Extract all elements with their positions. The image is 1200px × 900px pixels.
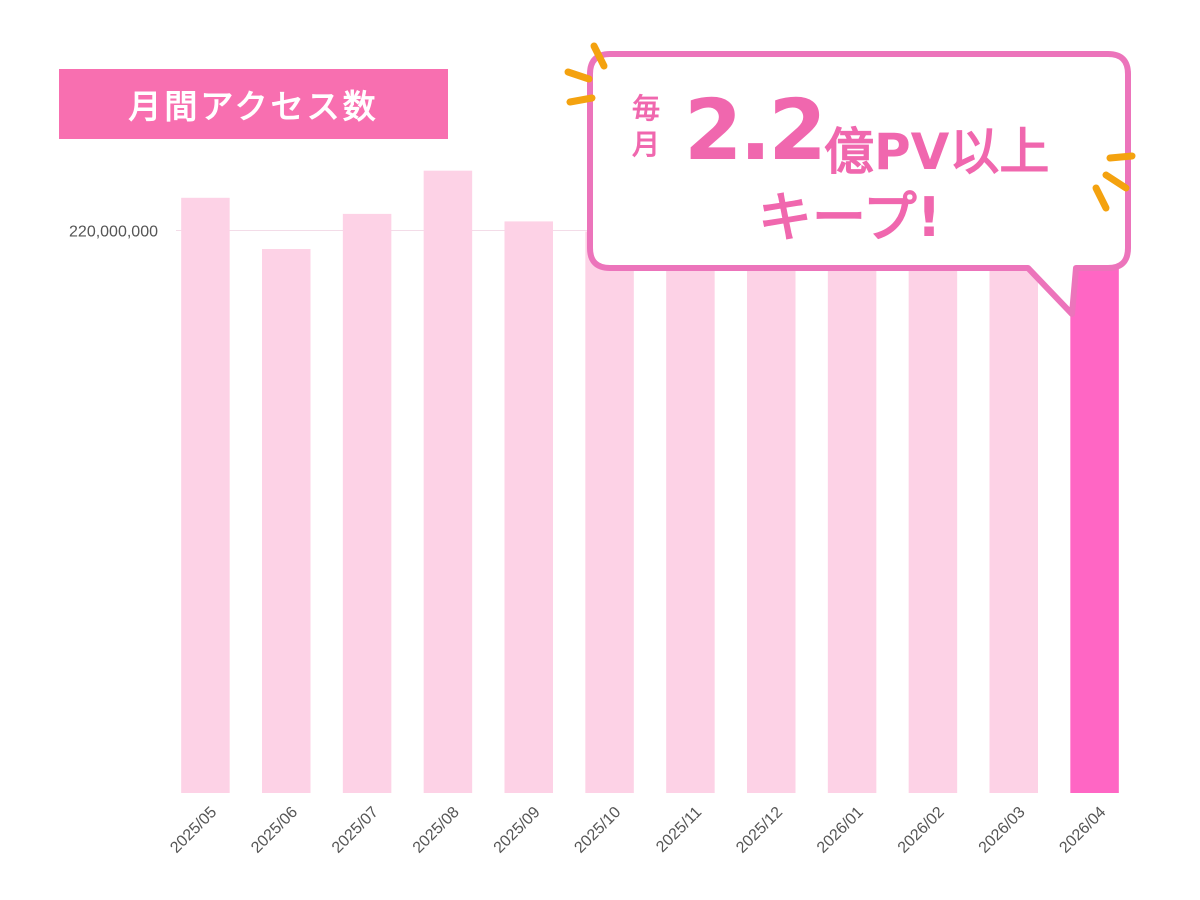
- callout-unit: 億PV以上: [824, 123, 1050, 181]
- callout-number: 2.2: [684, 81, 827, 179]
- bar-2025-09: [504, 221, 553, 793]
- spark-icon-right: [1092, 152, 1136, 212]
- bar-2026-04: [1070, 230, 1119, 794]
- spark-icon-left: [564, 42, 608, 106]
- bar-2025-05: [181, 197, 230, 793]
- bar-2025-11: [666, 235, 715, 793]
- chart-title: 月間アクセス数: [59, 69, 448, 139]
- bar-2025-08: [423, 170, 473, 794]
- bar-2025-07: [342, 213, 392, 794]
- callout-keep: キープ!: [758, 186, 942, 249]
- bar-2026-01: [827, 195, 877, 793]
- bar-2025-10: [585, 231, 634, 793]
- bar-2026-02: [908, 263, 958, 793]
- callout-text-mai: 毎: [632, 92, 661, 125]
- callout-bubble-outline: [587, 51, 1131, 317]
- bar-2026-03: [989, 256, 1038, 794]
- y-axis-labels: 220,000,000: [69, 223, 158, 240]
- bars: [181, 170, 1119, 794]
- y-tick-label: 220,000,000: [69, 223, 158, 240]
- bar-2025-06: [262, 249, 311, 793]
- bar-2025-12: [747, 225, 796, 793]
- callout-text-tsuki: 月: [632, 128, 661, 161]
